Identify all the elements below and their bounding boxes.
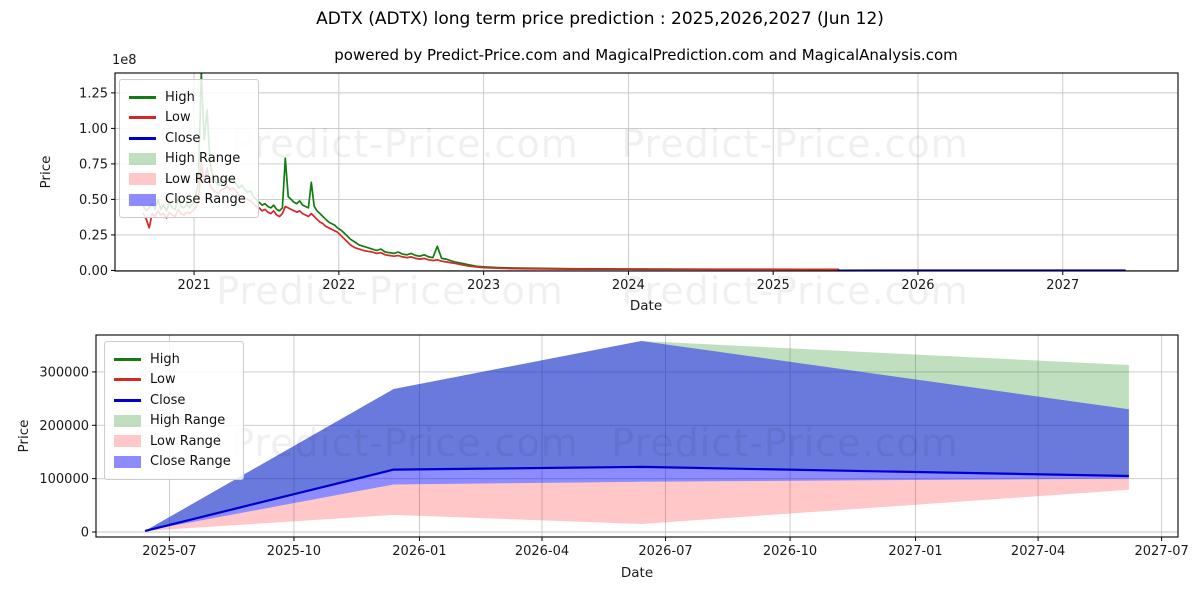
legend-item-high: High	[129, 87, 246, 108]
watermark-text: Predict-Price.com	[231, 421, 579, 465]
legend-line-swatch	[129, 136, 156, 140]
legend-patch-swatch	[114, 414, 141, 427]
legend-label: High Range	[150, 413, 226, 429]
y-tick-label: 200000	[39, 419, 89, 434]
legend-item-low: Low	[129, 108, 246, 129]
legend-label: Low	[165, 110, 191, 126]
legend-label: Close Range	[165, 192, 246, 208]
legend-line-swatch	[114, 357, 141, 361]
legend-item-low: Low	[114, 370, 231, 391]
x-tick-label: 2026-10	[763, 544, 817, 559]
y-tick-label: 100000	[39, 472, 89, 487]
legend-item-high-range: High Range	[114, 411, 231, 432]
y-tick-label: 300000	[39, 365, 89, 380]
watermark-text: Predict-Price.com	[611, 421, 959, 465]
x-tick-label: 2025-07	[142, 544, 196, 559]
y-axis-offset-label: 1e8	[112, 53, 137, 68]
y-tick-label: 0.50	[79, 193, 108, 208]
legend-patch-swatch	[114, 455, 141, 468]
legend-line-swatch	[129, 95, 156, 99]
x-tick-label: 2026-04	[515, 544, 569, 559]
legend-patch-swatch	[129, 193, 156, 206]
y-tick-label: 0.25	[79, 228, 108, 243]
legend-label: Close Range	[150, 454, 231, 470]
legend-item-close-range: Close Range	[129, 190, 246, 211]
chart-title: ADTX (ADTX) long term price prediction :…	[316, 9, 884, 29]
close-range-band	[145, 341, 1129, 531]
x-tick-label: 2026-01	[392, 544, 446, 559]
legend-item-close-range: Close Range	[114, 452, 231, 473]
legend-line-swatch	[129, 116, 156, 120]
legend-item-low-range: Low Range	[129, 169, 246, 190]
legend-patch-swatch	[114, 435, 141, 448]
watermark-text: Predict-Price.com	[216, 269, 564, 313]
watermark-text: Predict-Price.com	[621, 122, 969, 166]
x-tick-label: 2027	[1046, 278, 1079, 293]
legend-item-high-range: High Range	[129, 149, 246, 170]
top-chart-legend: High Low Close High Range Low Range Close Ran…	[119, 79, 259, 218]
low-range-band	[145, 478, 1129, 531]
legend-item-low-range: Low Range	[114, 431, 231, 452]
y-tick-label: 0	[81, 525, 89, 540]
bottom-chart-series-close	[144, 465, 1129, 532]
legend-patch-swatch	[129, 173, 156, 186]
legend-label: Low	[150, 372, 176, 388]
x-tick-label: 2021	[178, 278, 211, 293]
x-tick-label: 2026	[901, 278, 934, 293]
x-tick-label: 2025-10	[267, 544, 321, 559]
x-tick-label: 2023	[467, 278, 500, 293]
top-chart-x-axis-label: Date	[629, 298, 663, 314]
watermark-text: Predict-Price.com	[621, 269, 969, 313]
watermark-text: Predict-Price.com	[231, 122, 579, 166]
legend-item-high: High	[114, 349, 231, 370]
legend-label: High	[150, 351, 180, 367]
x-tick-label: 2027-07	[1134, 544, 1188, 559]
y-tick-label: 1.00	[79, 122, 108, 137]
legend-label: Low Range	[165, 171, 236, 187]
x-tick-label: 2022	[322, 278, 355, 293]
legend-label: High Range	[165, 151, 241, 167]
legend-label: High	[165, 89, 195, 105]
y-tick-label: 0.75	[79, 157, 108, 172]
x-tick-label: 2027-01	[888, 544, 942, 559]
high-range-band	[145, 341, 1129, 531]
legend-item-close: Close	[114, 390, 231, 411]
x-tick-label: 2026-07	[638, 544, 692, 559]
legend-patch-swatch	[129, 152, 156, 165]
y-tick-label: 1.25	[79, 86, 108, 101]
chart-subtitle: powered by Predict-Price.com and Magical…	[334, 46, 958, 64]
x-tick-label: 2024	[612, 278, 645, 293]
bottom-chart-legend: High Low Close High Range Low Range Close Ran…	[104, 341, 244, 480]
y-tick-label: 0.00	[79, 264, 108, 279]
x-tick-label: 2025	[757, 278, 790, 293]
legend-label: Close	[165, 130, 201, 146]
bottom-chart-x-axis-label: Date	[620, 565, 654, 581]
legend-item-close: Close	[129, 128, 246, 149]
legend-line-swatch	[114, 378, 141, 382]
legend-line-swatch	[114, 398, 141, 402]
x-tick-label: 2027-04	[1011, 544, 1065, 559]
legend-label: Low Range	[150, 433, 221, 449]
legend-label: Close	[150, 392, 186, 408]
